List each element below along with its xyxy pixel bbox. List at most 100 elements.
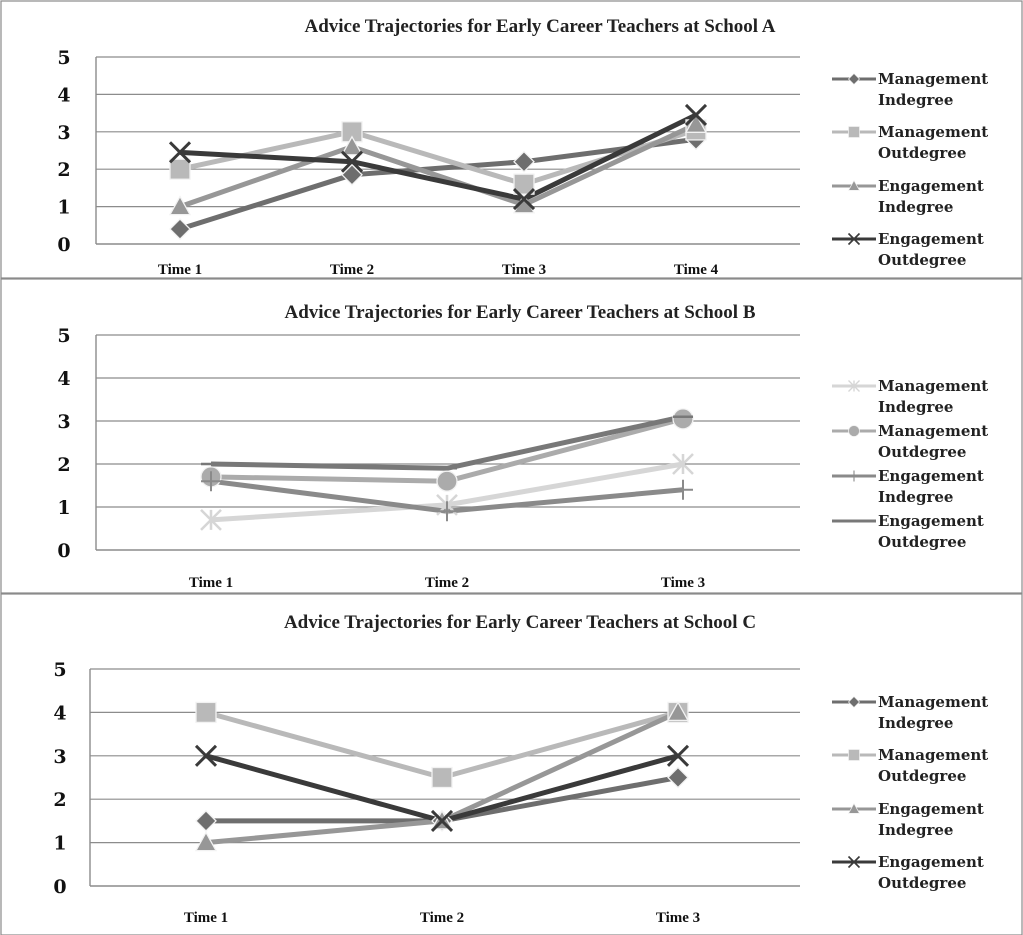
panel-border: [0, 593, 1023, 935]
chart-title: Advice Trajectories for Early Career Tea…: [284, 612, 756, 633]
chart-panel-school-a: Advice Trajectories for Early Career Tea…: [0, 0, 1023, 279]
legend-label-line1: Engagement: [878, 467, 984, 485]
legend-label-line2: Indegree: [878, 488, 953, 506]
y-tick-label: 4: [53, 702, 66, 724]
x-tick-label: Time 3: [502, 262, 546, 278]
legend-label-line1: Engagement: [878, 853, 984, 871]
data-point-management-outdegree: [195, 701, 217, 724]
data-point-management-indegree: [195, 809, 217, 832]
legend-label-line2: Outdegree: [878, 874, 966, 892]
data-point-engagement-indegree: [673, 479, 693, 500]
legend-label-line1: Management: [878, 422, 988, 440]
legend-label-line2: Outdegree: [878, 251, 966, 269]
x-tick-label: Time 1: [158, 262, 202, 278]
legend-label-line1: Management: [878, 70, 988, 88]
legend-label-line2: Indegree: [878, 198, 953, 216]
series-line-engagement-outdegree: [210, 414, 684, 471]
y-tick-label: 2: [57, 159, 70, 181]
y-tick-label: 4: [57, 368, 70, 390]
legend-label-line2: Outdegree: [878, 533, 966, 551]
y-tick-label: 2: [57, 454, 70, 476]
data-point-engagement-indegree: [201, 471, 221, 492]
legend-label-line2: Outdegree: [878, 767, 966, 785]
chart-panel-school-b: Advice Trajectories for Early Career Tea…: [0, 278, 1023, 594]
y-tick-label: 3: [53, 746, 66, 768]
legend-marker: [848, 380, 860, 392]
panel-border: [0, 278, 1023, 594]
data-point-management-outdegree: [169, 158, 191, 180]
chart-panel-school-c: Advice Trajectories for Early Career Tea…: [0, 593, 1023, 935]
panel-border: [0, 0, 1023, 279]
data-point-engagement-indegree: [168, 195, 192, 216]
legend-label-line2: Outdegree: [878, 443, 966, 461]
series-line-engagement-indegree: [179, 122, 698, 209]
data-point-engagement-outdegree: [684, 103, 708, 127]
y-tick-label: 1: [53, 833, 66, 855]
data-point-engagement-outdegree: [666, 744, 690, 767]
legend-marker: [848, 425, 860, 437]
legend-label-line2: Outdegree: [878, 144, 966, 162]
data-point-engagement-indegree: [194, 831, 218, 852]
y-tick-label: 1: [57, 497, 70, 519]
legend-label-line1: Management: [878, 377, 988, 395]
legend-label-line1: Management: [878, 746, 988, 764]
data-point-engagement-outdegree: [194, 744, 218, 767]
legend-label-line1: Engagement: [878, 512, 984, 530]
x-tick-label: Time 3: [656, 910, 700, 926]
y-tick-label: 1: [57, 197, 70, 219]
data-point-management-outdegree: [672, 408, 694, 430]
x-tick-label: Time 4: [674, 262, 719, 278]
y-tick-label: 0: [53, 876, 66, 898]
legend-marker: [847, 802, 861, 814]
legend-marker: [847, 232, 861, 246]
y-tick-label: 5: [57, 47, 70, 69]
legend-marker: [848, 749, 860, 761]
x-tick-label: Time 1: [189, 575, 233, 591]
legend-label-line1: Engagement: [878, 800, 984, 818]
x-tick-label: Time 2: [330, 262, 374, 278]
y-tick-label: 4: [57, 84, 70, 106]
legend-marker: [847, 72, 861, 86]
data-point-management-indegree: [513, 150, 535, 173]
data-point-management-outdegree: [436, 470, 458, 492]
data-point-management-indegree: [341, 163, 363, 186]
data-point-engagement-indegree: [340, 135, 364, 156]
data-point-engagement-outdegree: [340, 150, 364, 173]
x-tick-label: Time 2: [420, 910, 464, 926]
x-tick-label: Time 2: [425, 575, 469, 591]
legend-label-line1: Management: [878, 693, 988, 711]
legend-label-line2: Indegree: [878, 398, 953, 416]
y-tick-label: 3: [57, 411, 70, 433]
chart-title: Advice Trajectories for Early Career Tea…: [284, 302, 755, 323]
data-point-management-indegree: [169, 218, 191, 240]
legend-marker: [847, 179, 861, 191]
data-point-management-outdegree: [431, 766, 453, 789]
y-tick-label: 5: [57, 325, 70, 347]
data-point-engagement-indegree: [684, 112, 708, 133]
data-point-engagement-outdegree: [430, 809, 454, 832]
series-line-engagement-outdegree: [179, 112, 698, 202]
legend-marker: [848, 470, 860, 482]
legend-label-line2: Indegree: [878, 714, 953, 732]
data-point-engagement-outdegree: [512, 188, 536, 211]
data-point-engagement-indegree: [437, 501, 457, 522]
data-point-engagement-indegree: [666, 701, 690, 722]
y-tick-label: 2: [53, 789, 66, 811]
y-tick-label: 0: [57, 540, 70, 562]
legend-label-line2: Indegree: [878, 821, 953, 839]
legend-label-line1: Engagement: [878, 177, 984, 195]
legend-label-line2: Indegree: [878, 91, 953, 109]
x-tick-label: Time 3: [661, 575, 705, 591]
legend-marker: [847, 695, 861, 709]
legend-label-line1: Management: [878, 123, 988, 141]
x-tick-label: Time 1: [184, 910, 228, 926]
legend-label-line1: Engagement: [878, 230, 984, 248]
legend-marker: [847, 855, 861, 869]
y-tick-label: 5: [53, 659, 66, 681]
chart-title: Advice Trajectories for Early Career Tea…: [304, 16, 775, 37]
data-point-management-indegree: [667, 766, 689, 789]
y-tick-label: 3: [57, 122, 70, 144]
data-point-engagement-outdegree: [168, 141, 192, 164]
series-line-management-indegree: [179, 136, 697, 232]
